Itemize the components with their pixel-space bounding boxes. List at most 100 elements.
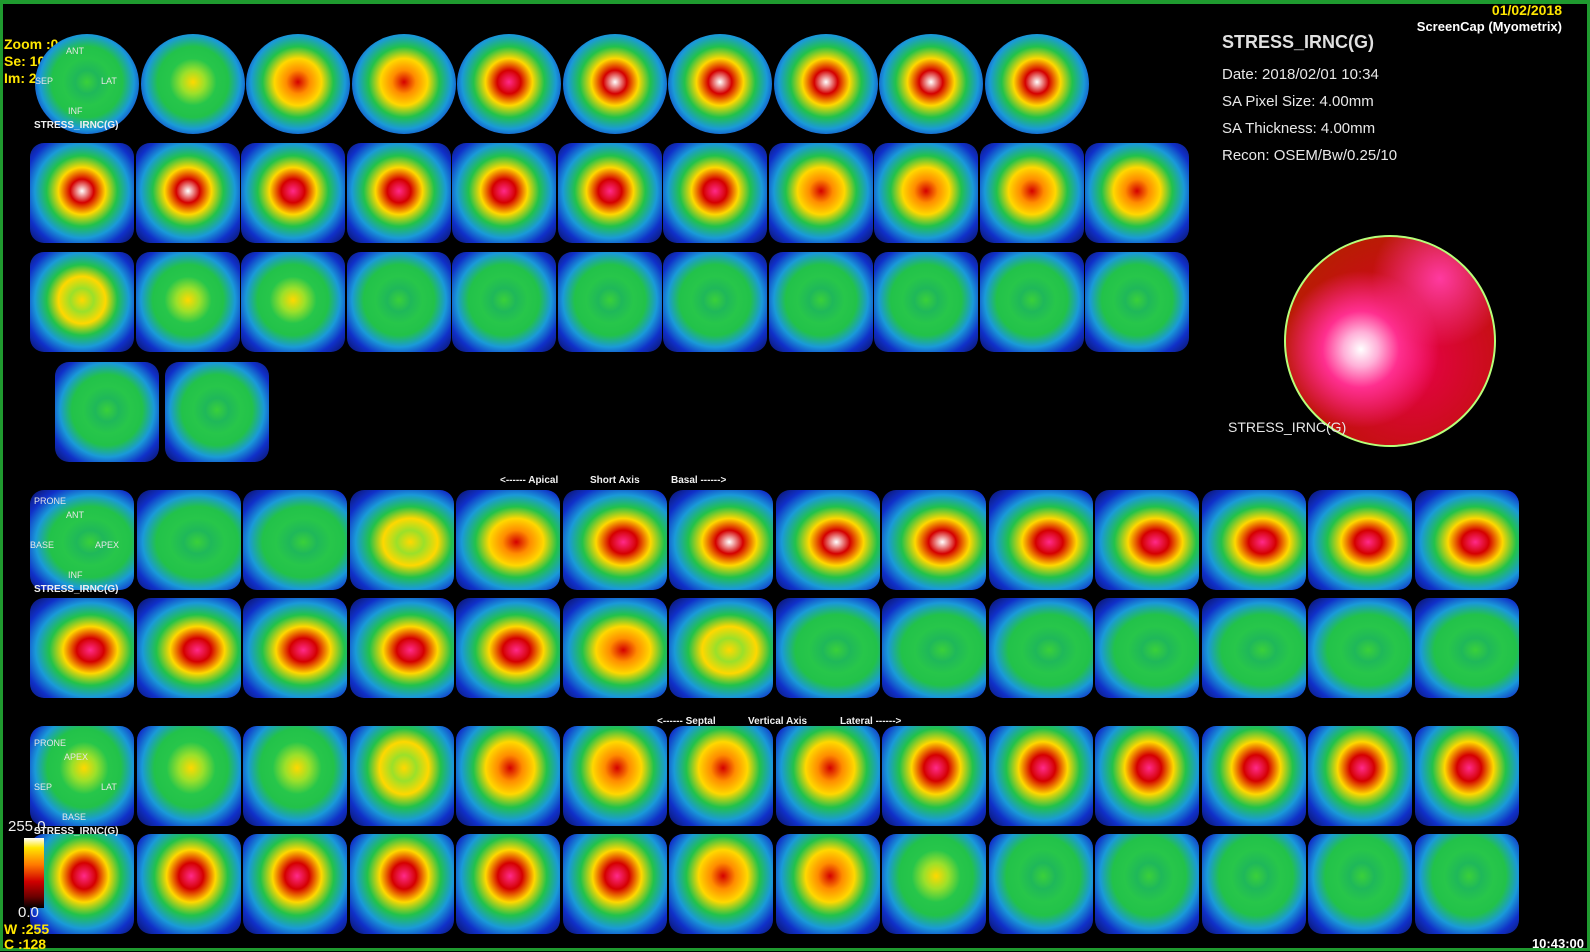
short-axis-slice[interactable] [562,34,667,134]
horizontal-long-axis-slice[interactable] [669,598,773,698]
short-axis-slice[interactable] [30,252,134,352]
horizontal-long-axis-slice[interactable] [562,598,667,698]
horizontal-long-axis-slice[interactable] [243,598,347,698]
short-axis-slice[interactable] [346,252,451,352]
vla-orient-base: BASE [62,812,87,822]
short-axis-slice[interactable] [452,252,556,352]
short-axis-slice[interactable] [241,143,345,243]
horizontal-long-axis-slice[interactable] [30,598,134,698]
horizontal-long-axis-slice[interactable] [882,598,986,698]
vertical-long-axis-slice[interactable] [988,834,1093,934]
horizontal-long-axis-slice[interactable] [1201,490,1306,590]
vertical-long-axis-slice[interactable] [1201,834,1306,934]
horizontal-long-axis-slice[interactable] [136,598,241,698]
short-axis-slice[interactable] [1085,143,1189,243]
horizontal-long-axis-slice[interactable] [1201,598,1306,698]
short-axis-slice[interactable] [457,34,561,134]
short-axis-slice[interactable] [874,143,978,243]
vertical-long-axis-slice[interactable] [243,726,347,826]
vertical-long-axis-slice[interactable] [349,834,454,934]
vertical-long-axis-slice[interactable] [882,834,986,934]
short-axis-slice[interactable] [979,252,1084,352]
vertical-long-axis-slice[interactable] [1201,726,1306,826]
vertical-long-axis-slice[interactable] [669,726,773,826]
study-pixel-size: SA Pixel Size: 4.00mm [1222,93,1374,110]
horizontal-long-axis-slice[interactable] [882,490,986,590]
vertical-long-axis-slice[interactable] [882,726,986,826]
vertical-long-axis-slice[interactable] [988,726,1093,826]
short-axis-slice[interactable] [979,143,1084,243]
horizontal-long-axis-slice[interactable] [1095,490,1199,590]
short-axis-slice[interactable] [135,143,240,243]
colorbar-min: 0.0 [18,904,39,921]
vertical-long-axis-slice[interactable] [562,726,667,826]
sa-axis-title: Short Axis [590,475,640,486]
horizontal-long-axis-slice[interactable] [988,598,1093,698]
vertical-long-axis-slice[interactable] [243,834,347,934]
short-axis-slice[interactable] [874,252,978,352]
vertical-long-axis-slice[interactable] [775,834,880,934]
horizontal-long-axis-slice[interactable] [669,490,773,590]
horizontal-long-axis-slice[interactable] [775,598,880,698]
horizontal-long-axis-slice[interactable] [1308,598,1412,698]
horizontal-long-axis-slice[interactable] [1095,598,1199,698]
vertical-long-axis-slice[interactable] [30,834,134,934]
vertical-long-axis-slice[interactable] [1095,726,1199,826]
horizontal-long-axis-slice[interactable] [1414,490,1519,590]
horizontal-long-axis-slice[interactable] [30,490,134,590]
hla-orient-ant: ANT [66,510,84,520]
short-axis-slice[interactable] [241,252,345,352]
vertical-long-axis-slice[interactable] [775,726,880,826]
vertical-long-axis-slice[interactable] [1095,834,1199,934]
horizontal-long-axis-slice[interactable] [456,598,560,698]
short-axis-slice[interactable] [557,143,662,243]
short-axis-slice[interactable] [773,34,878,134]
vertical-long-axis-slice[interactable] [456,834,560,934]
vertical-long-axis-slice[interactable] [456,726,560,826]
vertical-long-axis-slice[interactable] [1414,726,1519,826]
short-axis-slice[interactable] [663,143,767,243]
short-axis-slice[interactable] [452,143,556,243]
horizontal-long-axis-slice[interactable] [349,598,454,698]
horizontal-long-axis-slice[interactable] [456,490,560,590]
short-axis-slice[interactable] [768,252,873,352]
short-axis-slice[interactable] [35,34,139,134]
short-axis-slice[interactable] [768,143,873,243]
horizontal-long-axis-slice[interactable] [349,490,454,590]
horizontal-long-axis-slice[interactable] [775,490,880,590]
short-axis-slice[interactable] [879,34,983,134]
vertical-long-axis-slice[interactable] [136,726,241,826]
vertical-long-axis-slice[interactable] [349,726,454,826]
short-axis-slice[interactable] [351,34,456,134]
sa-orient-ant: ANT [66,46,84,56]
horizontal-long-axis-slice[interactable] [243,490,347,590]
horizontal-long-axis-slice[interactable] [562,490,667,590]
short-axis-slice[interactable] [346,143,451,243]
sa-series-label: STRESS_IRNC(G) [34,120,119,131]
short-axis-slice[interactable] [30,143,134,243]
short-axis-slice[interactable] [246,34,350,134]
short-axis-slice[interactable] [165,362,269,462]
horizontal-long-axis-slice[interactable] [1308,490,1412,590]
horizontal-long-axis-slice[interactable] [136,490,241,590]
short-axis-slice[interactable] [135,252,240,352]
short-axis-slice[interactable] [984,34,1089,134]
horizontal-long-axis-slice[interactable] [1414,598,1519,698]
short-axis-slice[interactable] [557,252,662,352]
short-axis-slice[interactable] [55,362,159,462]
vertical-long-axis-slice[interactable] [30,726,134,826]
vertical-long-axis-slice[interactable] [669,834,773,934]
horizontal-long-axis-slice[interactable] [988,490,1093,590]
short-axis-slice[interactable] [663,252,767,352]
polar-map-image[interactable] [1284,235,1496,447]
vertical-long-axis-slice[interactable] [1308,726,1412,826]
vertical-long-axis-slice[interactable] [1414,834,1519,934]
short-axis-slice[interactable] [140,34,245,134]
short-axis-slice[interactable] [1085,252,1189,352]
short-axis-slice[interactable] [668,34,772,134]
vertical-long-axis-slice[interactable] [1308,834,1412,934]
vertical-long-axis-slice[interactable] [136,834,241,934]
sa-axis-apical: <------ Apical [500,475,559,486]
vertical-long-axis-slice[interactable] [562,834,667,934]
sa-axis-basal: Basal ------> [671,475,727,486]
